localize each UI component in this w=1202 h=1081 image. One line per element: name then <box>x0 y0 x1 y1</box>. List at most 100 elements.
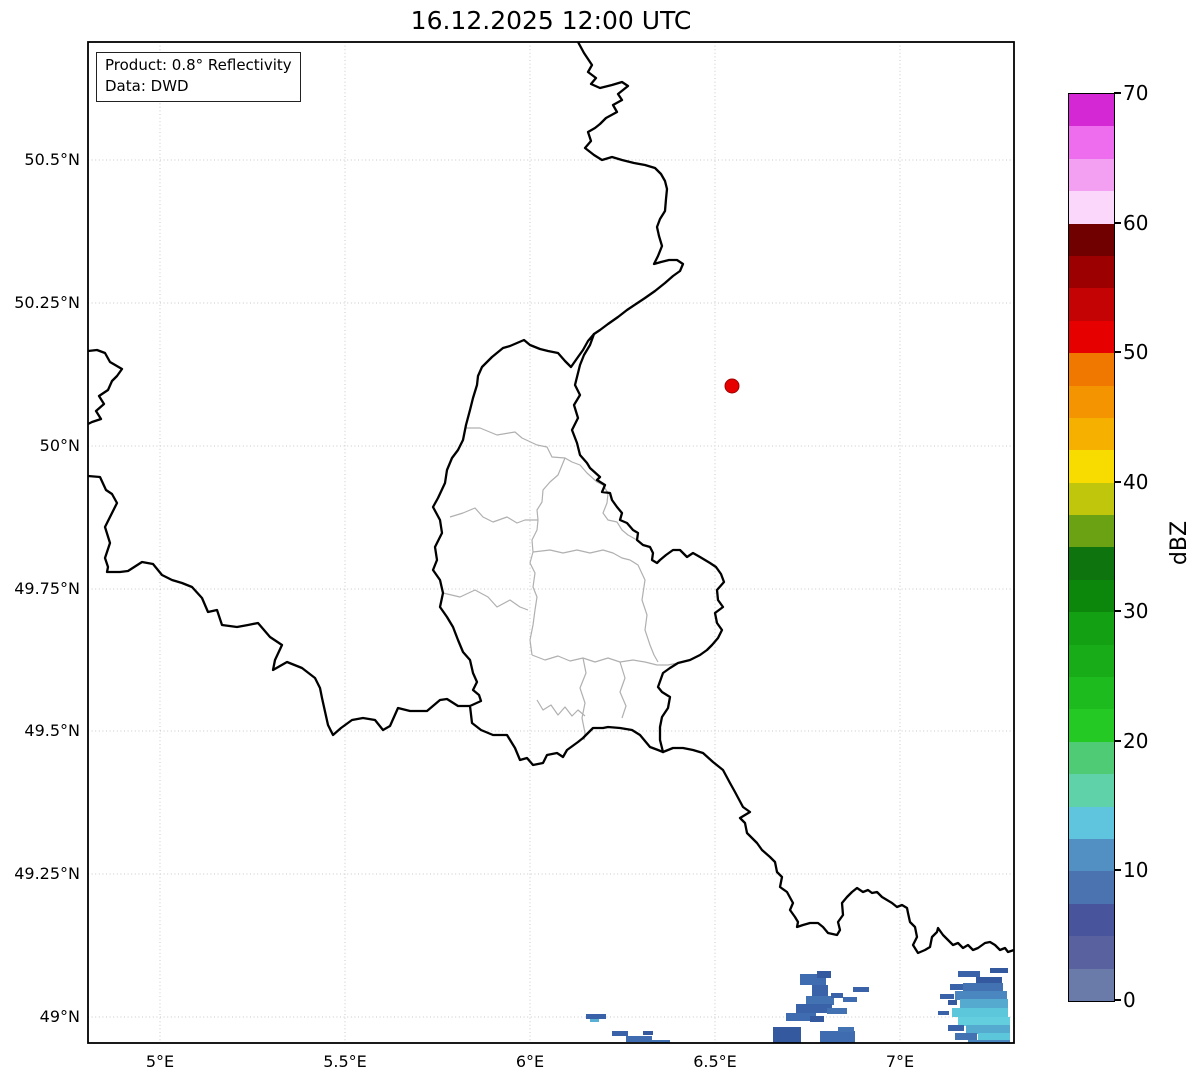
radar-echo <box>800 974 826 985</box>
colorbar-segment <box>1069 288 1114 321</box>
radar-echo <box>853 987 869 992</box>
radar-echo <box>958 1017 1010 1026</box>
radar-echo <box>960 999 1008 1008</box>
lon-tick-label: 5°E <box>145 1052 175 1071</box>
radar-echo <box>990 968 1008 973</box>
radar-echo <box>831 993 843 998</box>
border-belgium-germany <box>576 42 685 336</box>
canton-borders <box>442 427 679 741</box>
colorbar-segment <box>1069 806 1114 839</box>
colorbar <box>1068 93 1115 1002</box>
colorbar-segment <box>1069 515 1114 548</box>
radar-echo <box>966 1025 1010 1034</box>
lat-tick-label: 49.5°N <box>24 721 80 740</box>
colorbar-segment <box>1069 255 1114 289</box>
radar-echo <box>786 1013 816 1021</box>
radar-echo <box>812 985 828 997</box>
radar-echo <box>955 1033 977 1040</box>
radar-echo <box>643 1031 653 1035</box>
colorbar-tick-label: 30 <box>1123 599 1149 623</box>
colorbar-tick <box>1114 740 1121 742</box>
lat-tick-label: 49.25°N <box>14 864 80 883</box>
product-info-box: Product: 0.8° Reflectivity Data: DWD <box>96 52 301 102</box>
colorbar-segment <box>1069 482 1114 516</box>
graticule-gridlines <box>88 42 1014 1043</box>
lon-tick-label: 7°E <box>885 1052 915 1071</box>
radar-echo-layer <box>586 968 1010 1043</box>
product-info-line2: Data: DWD <box>105 77 189 95</box>
colorbar-segment <box>1069 320 1114 354</box>
radar-echo <box>612 1031 628 1036</box>
colorbar-tick <box>1114 999 1121 1001</box>
radar-echo <box>948 1025 964 1031</box>
colorbar-tick <box>1114 351 1121 353</box>
radar-echo <box>955 991 1007 1000</box>
colorbar-segment <box>1069 774 1114 807</box>
colorbar-axis-label: dBZ <box>1166 520 1192 566</box>
colorbar-segment <box>1069 709 1114 742</box>
radar-echo <box>958 971 980 977</box>
radar-echo <box>948 1000 957 1005</box>
radar-echo <box>968 1040 1010 1043</box>
colorbar-tick-label: 70 <box>1123 81 1149 105</box>
colorbar-segment <box>1069 968 1114 1001</box>
plot-title: 16.12.2025 12:00 UTC <box>410 6 692 35</box>
colorbar-segment <box>1069 612 1114 645</box>
plot-frame <box>87 41 1015 1044</box>
lat-tick-label: 50°N <box>39 436 80 455</box>
colorbar-tick <box>1114 222 1121 224</box>
colorbar-tick-label: 10 <box>1123 858 1149 882</box>
colorbar-tick <box>1114 610 1121 612</box>
colorbar-segment <box>1069 677 1114 710</box>
border-luxembourg <box>431 332 726 767</box>
colorbar-segment <box>1069 450 1114 483</box>
radar-site-marker <box>724 378 740 394</box>
radar-echo <box>938 1011 949 1015</box>
colorbar-segment <box>1069 191 1114 224</box>
radar-echo <box>810 1016 824 1022</box>
radar-echo <box>650 1040 670 1043</box>
colorbar-segment <box>1069 838 1114 872</box>
colorbar-segment <box>1069 936 1114 969</box>
radar-echo <box>773 1027 801 1043</box>
colorbar-tick-label: 60 <box>1123 211 1149 235</box>
lon-tick-label: 6°E <box>515 1052 545 1071</box>
radar-echo <box>976 977 1002 984</box>
product-info-line1: Product: 0.8° Reflectivity <box>105 56 292 74</box>
colorbar-segment <box>1069 353 1114 386</box>
radar-echo <box>838 1027 854 1032</box>
colorbar-segment <box>1069 385 1114 418</box>
radar-echo <box>827 1008 847 1014</box>
lat-tick-label: 49.75°N <box>14 579 80 598</box>
radar-echo <box>626 1036 652 1042</box>
lat-tick-label: 50.25°N <box>14 293 80 312</box>
colorbar-tick <box>1114 481 1121 483</box>
radar-echo <box>978 1033 1010 1041</box>
radar-echo <box>950 984 968 990</box>
radar-echo <box>963 983 1003 991</box>
border-belgium-france <box>88 474 472 737</box>
radar-echo <box>940 994 954 999</box>
colorbar-segment <box>1069 741 1114 775</box>
radar-echo <box>586 1014 606 1019</box>
colorbar-tick-label: 0 <box>1123 988 1136 1012</box>
colorbar-segment <box>1069 871 1114 904</box>
colorbar-segment <box>1069 579 1114 613</box>
colorbar-tick-label: 40 <box>1123 470 1149 494</box>
colorbar-tick-label: 50 <box>1123 340 1149 364</box>
border-belgium-fragment <box>88 348 124 426</box>
country-borders <box>88 42 1014 955</box>
radar-echo <box>817 971 831 978</box>
colorbar-segment <box>1069 158 1114 192</box>
radar-echo <box>796 1004 832 1013</box>
colorbar-segment <box>1069 903 1114 937</box>
radar-echo <box>820 1031 855 1043</box>
colorbar-segment <box>1069 547 1114 580</box>
colorbar-segment <box>1069 417 1114 451</box>
colorbar-tick <box>1114 92 1121 94</box>
radar-echo <box>806 996 834 1005</box>
colorbar-segment <box>1069 94 1114 127</box>
colorbar-segment <box>1069 223 1114 256</box>
lat-tick-label: 50.5°N <box>24 150 80 169</box>
